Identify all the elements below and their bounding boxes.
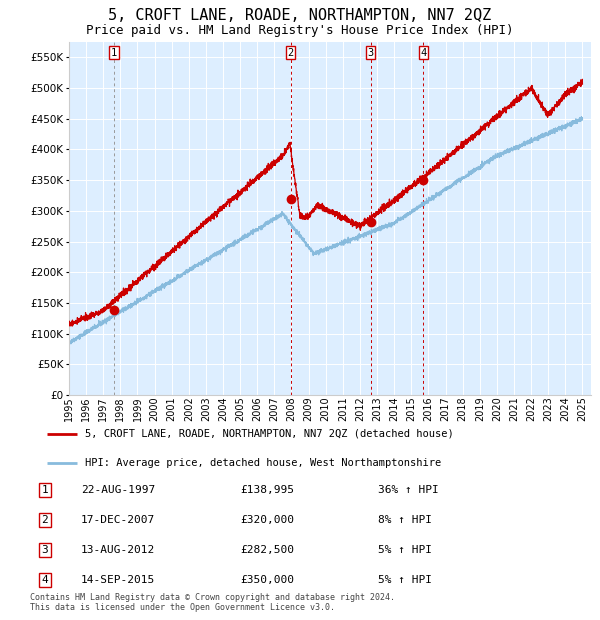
- Text: 4: 4: [421, 48, 427, 58]
- Text: Contains HM Land Registry data © Crown copyright and database right 2024.
This d: Contains HM Land Registry data © Crown c…: [30, 593, 395, 612]
- Text: 5% ↑ HPI: 5% ↑ HPI: [378, 575, 432, 585]
- Text: 1: 1: [41, 485, 49, 495]
- Text: 2: 2: [41, 515, 49, 525]
- Text: £320,000: £320,000: [240, 515, 294, 525]
- Text: 22-AUG-1997: 22-AUG-1997: [81, 485, 155, 495]
- Text: £282,500: £282,500: [240, 545, 294, 555]
- Text: HPI: Average price, detached house, West Northamptonshire: HPI: Average price, detached house, West…: [85, 458, 442, 468]
- Text: 14-SEP-2015: 14-SEP-2015: [81, 575, 155, 585]
- Text: 8% ↑ HPI: 8% ↑ HPI: [378, 515, 432, 525]
- Text: 3: 3: [367, 48, 374, 58]
- Text: 13-AUG-2012: 13-AUG-2012: [81, 545, 155, 555]
- Text: 36% ↑ HPI: 36% ↑ HPI: [378, 485, 439, 495]
- Text: 5% ↑ HPI: 5% ↑ HPI: [378, 545, 432, 555]
- Text: 3: 3: [41, 545, 49, 555]
- Text: Price paid vs. HM Land Registry's House Price Index (HPI): Price paid vs. HM Land Registry's House …: [86, 24, 514, 37]
- Text: 1: 1: [111, 48, 118, 58]
- Text: 5, CROFT LANE, ROADE, NORTHAMPTON, NN7 2QZ: 5, CROFT LANE, ROADE, NORTHAMPTON, NN7 2…: [109, 8, 491, 23]
- Text: 2: 2: [287, 48, 294, 58]
- Text: 5, CROFT LANE, ROADE, NORTHAMPTON, NN7 2QZ (detached house): 5, CROFT LANE, ROADE, NORTHAMPTON, NN7 2…: [85, 428, 454, 439]
- Text: 17-DEC-2007: 17-DEC-2007: [81, 515, 155, 525]
- Text: £350,000: £350,000: [240, 575, 294, 585]
- Text: £138,995: £138,995: [240, 485, 294, 495]
- Text: 4: 4: [41, 575, 49, 585]
